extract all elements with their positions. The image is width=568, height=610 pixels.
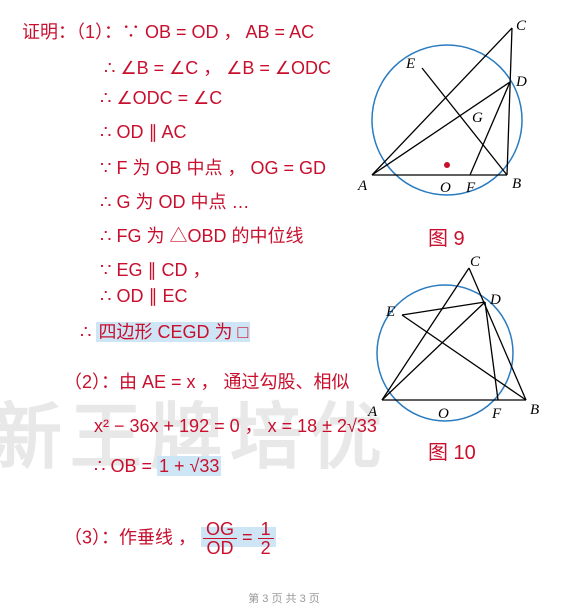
proof-line-9: ∴ OD ∥ EC (100, 286, 187, 307)
proof-line-5: ∵ F 为 OB 中点 ， OG = GD (100, 154, 326, 180)
proof-line-4: ∴ OD ∥ AC (100, 122, 186, 143)
pt10-E: E (386, 304, 395, 321)
proof-line-13: ∴ OB = 1 + √33 (94, 456, 221, 477)
pt10-C: C (470, 254, 480, 271)
pt-B: B (512, 176, 521, 193)
pt-O: O (440, 180, 451, 197)
ob-equals: ∴ OB = (94, 456, 152, 476)
proof-line-7: ∴ FG 为 △OBD 的中位线 (100, 222, 303, 248)
pt-C: C (516, 18, 526, 35)
figure-9-svg (352, 10, 552, 210)
pt-E: E (406, 56, 415, 73)
proof-line-6: ∴ G 为 OD 中点 … (100, 188, 249, 214)
proof-line-14: （3）：作垂线 ， OGOD = 12 (64, 520, 276, 557)
conclusion-highlight-2: 1 + √33 (157, 456, 221, 476)
circle-o (372, 45, 522, 195)
figure-9-label: 图 9 (428, 222, 465, 251)
therefore-sym: ∴ (80, 322, 91, 342)
proof-line-1: 证明：（1）：∵ OB = OD ， AB = AC (22, 18, 314, 44)
figure-10: A B C D E F O (360, 258, 550, 438)
proof-line-3: ∴ ∠ODC = ∠C (100, 88, 222, 109)
pt10-B: B (530, 402, 539, 419)
figure-10-svg (360, 258, 550, 428)
conclusion-highlight-1: 四边形 CEGD 为 □ (96, 322, 250, 342)
page-footer: 第 3 页 共 3 页 (0, 590, 568, 606)
pt10-A: A (368, 404, 377, 421)
figure-10-label: 图 10 (428, 436, 476, 465)
proof-line-2: ∴ ∠B = ∠C ， ∠B = ∠ODC (104, 54, 331, 80)
pt10-F: F (492, 406, 501, 423)
conclusion-highlight-3: OGOD = 12 (201, 527, 276, 547)
figure-9: A B C D E F G O (352, 10, 552, 220)
proof-line-10: ∴ 四边形 CEGD 为 □ (80, 318, 250, 344)
pt-A: A (358, 178, 367, 195)
part3-text: （3）：作垂线 ， (64, 527, 196, 547)
pt-G: G (472, 110, 483, 127)
fig10-segments (382, 268, 526, 400)
proof-line-8: ∵ EG ∥ CD ， (100, 256, 210, 282)
fig9-segments (372, 28, 512, 175)
pt-F: F (466, 180, 475, 197)
proof-line-12: x² − 36x + 192 = 0 ， x = 18 ± 2√33 (94, 412, 377, 438)
pt-D: D (516, 74, 527, 91)
proof-line-11: （2）：由 AE = x ， 通过勾股、相似 (64, 368, 350, 394)
pt10-D: D (490, 292, 501, 309)
center-dot (444, 162, 450, 168)
pt10-O: O (438, 406, 449, 423)
